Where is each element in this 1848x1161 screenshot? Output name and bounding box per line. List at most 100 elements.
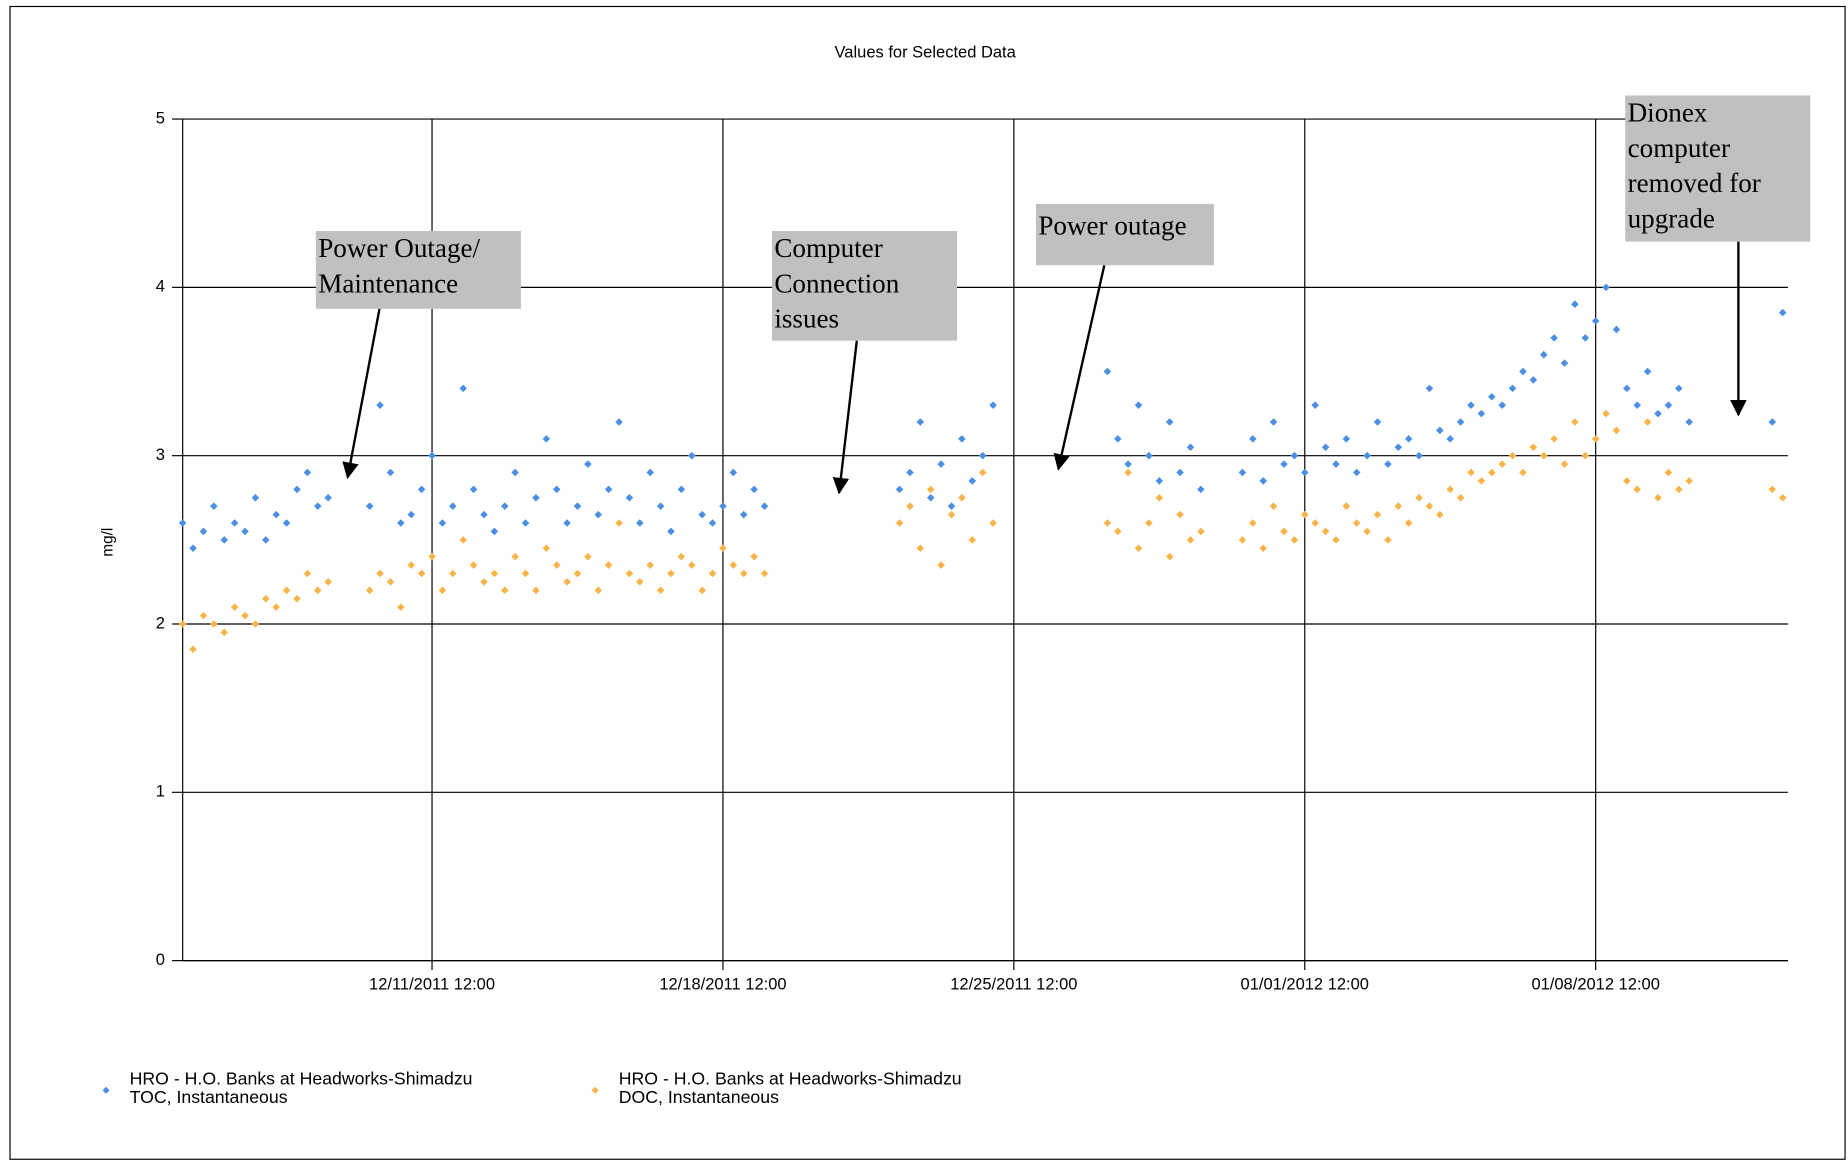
data-point <box>1602 283 1610 292</box>
data-point <box>615 519 623 527</box>
data-point <box>1290 536 1299 544</box>
data-point <box>1529 376 1538 384</box>
data-point <box>698 510 706 519</box>
y-tick-label: 0 <box>156 951 165 969</box>
data-point <box>1571 300 1579 308</box>
data-point <box>386 468 395 477</box>
data-point <box>490 527 499 536</box>
data-point <box>708 569 717 578</box>
data-point <box>303 468 312 477</box>
x-tick-label: 12/25/2011 12:00 <box>950 976 1077 994</box>
data-point <box>1560 460 1569 468</box>
data-point <box>947 510 956 519</box>
data-point <box>1591 317 1600 325</box>
data-point <box>199 611 208 620</box>
data-point <box>1425 384 1434 393</box>
data-point <box>719 502 727 510</box>
data-point <box>397 519 405 527</box>
data-point <box>1176 468 1184 477</box>
data-point <box>438 519 447 527</box>
data-point <box>978 451 987 460</box>
data-point <box>750 552 758 561</box>
data-point <box>210 502 218 510</box>
legend-label: HRO - H.O. Banks at Headworks-Shimadzu D… <box>618 1069 962 1108</box>
data-point <box>646 468 654 477</box>
data-point <box>1145 451 1153 460</box>
data-point <box>313 502 322 510</box>
data-point <box>428 451 436 460</box>
data-point <box>729 561 738 569</box>
data-point <box>739 569 748 578</box>
data-point <box>1581 334 1590 342</box>
data-point <box>916 418 925 426</box>
data-point <box>189 544 197 553</box>
data-point <box>480 578 488 586</box>
data-point <box>1165 418 1174 426</box>
data-point <box>625 569 634 578</box>
y-tick-label: 4 <box>156 278 165 296</box>
annotation-arrow <box>832 340 858 495</box>
data-point <box>1311 401 1319 409</box>
data-point <box>324 493 332 502</box>
data-point <box>459 536 467 544</box>
x-tick-label: 01/08/2012 12:00 <box>1531 976 1659 994</box>
annotation-arrow <box>1053 264 1106 471</box>
data-point <box>282 519 291 527</box>
data-point <box>251 493 260 502</box>
data-point <box>1436 426 1444 435</box>
data-point <box>688 561 696 569</box>
data-point <box>978 468 987 477</box>
data-point <box>1571 418 1579 426</box>
data-point <box>386 578 395 586</box>
data-point <box>532 586 540 595</box>
annotation: Power Outage/ Maintenance <box>315 231 521 309</box>
data-point <box>594 510 603 519</box>
data-point <box>1124 468 1132 477</box>
data-point <box>552 561 561 569</box>
data-point <box>1186 536 1195 544</box>
data-point <box>573 502 582 510</box>
data-point <box>719 544 727 553</box>
data-point <box>1519 367 1527 376</box>
data-point <box>1269 418 1278 426</box>
data-point <box>282 586 291 595</box>
data-point <box>1467 468 1475 477</box>
data-point <box>1186 443 1195 452</box>
data-point <box>230 519 239 527</box>
data-point <box>1654 409 1662 418</box>
data-point <box>906 502 914 510</box>
data-point <box>313 586 322 595</box>
data-point <box>449 502 457 510</box>
data-point <box>407 510 416 519</box>
annotation: Power outage <box>1035 203 1214 266</box>
data-point <box>646 561 654 569</box>
data-point <box>1623 477 1631 485</box>
x-tick-label: 01/01/2012 12:00 <box>1241 976 1369 994</box>
data-point <box>750 485 758 494</box>
data-point <box>1103 519 1112 527</box>
data-point <box>210 620 218 628</box>
data-point <box>1352 468 1361 477</box>
y-tick-label: 2 <box>156 614 165 632</box>
data-point <box>916 544 925 553</box>
data-point <box>1155 493 1164 502</box>
data-point <box>1612 426 1621 435</box>
data-point <box>729 468 738 477</box>
data-point <box>1519 468 1527 477</box>
data-point <box>1664 468 1673 477</box>
data-point <box>1488 468 1496 477</box>
data-point <box>1623 384 1631 393</box>
data-point <box>968 536 977 544</box>
data-point <box>500 502 509 510</box>
data-point <box>1165 552 1174 561</box>
data-point <box>1363 527 1371 536</box>
data-point <box>958 435 966 443</box>
data-point <box>1508 451 1517 460</box>
data-point <box>1456 418 1465 426</box>
data-point <box>667 527 675 536</box>
data-point <box>1675 384 1683 393</box>
data-point <box>1238 468 1247 477</box>
annotation: Computer Connection issues <box>771 231 957 341</box>
